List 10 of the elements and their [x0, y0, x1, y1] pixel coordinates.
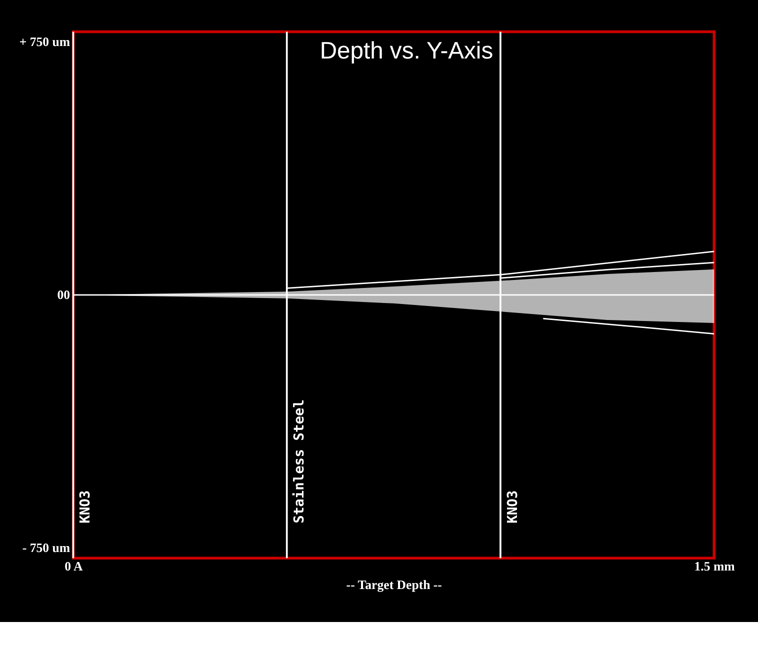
ref-line-label: KNO3 [504, 490, 521, 524]
ref-line-label: Stainless Steel [291, 399, 308, 524]
y-tick-label: + 750 um [19, 35, 70, 50]
y-tick-label: - 750 um [22, 541, 70, 556]
x-tick-label: 0 A [64, 560, 84, 574]
x-axis-title: -- Target Depth -- [346, 578, 442, 592]
ref-line-label: KNO3 [78, 490, 94, 524]
x-tick-label: 1.5 mm [694, 560, 736, 574]
chart-title: Depth vs. Y-Axis [320, 37, 494, 64]
y-tick-label: 00 [57, 288, 70, 302]
